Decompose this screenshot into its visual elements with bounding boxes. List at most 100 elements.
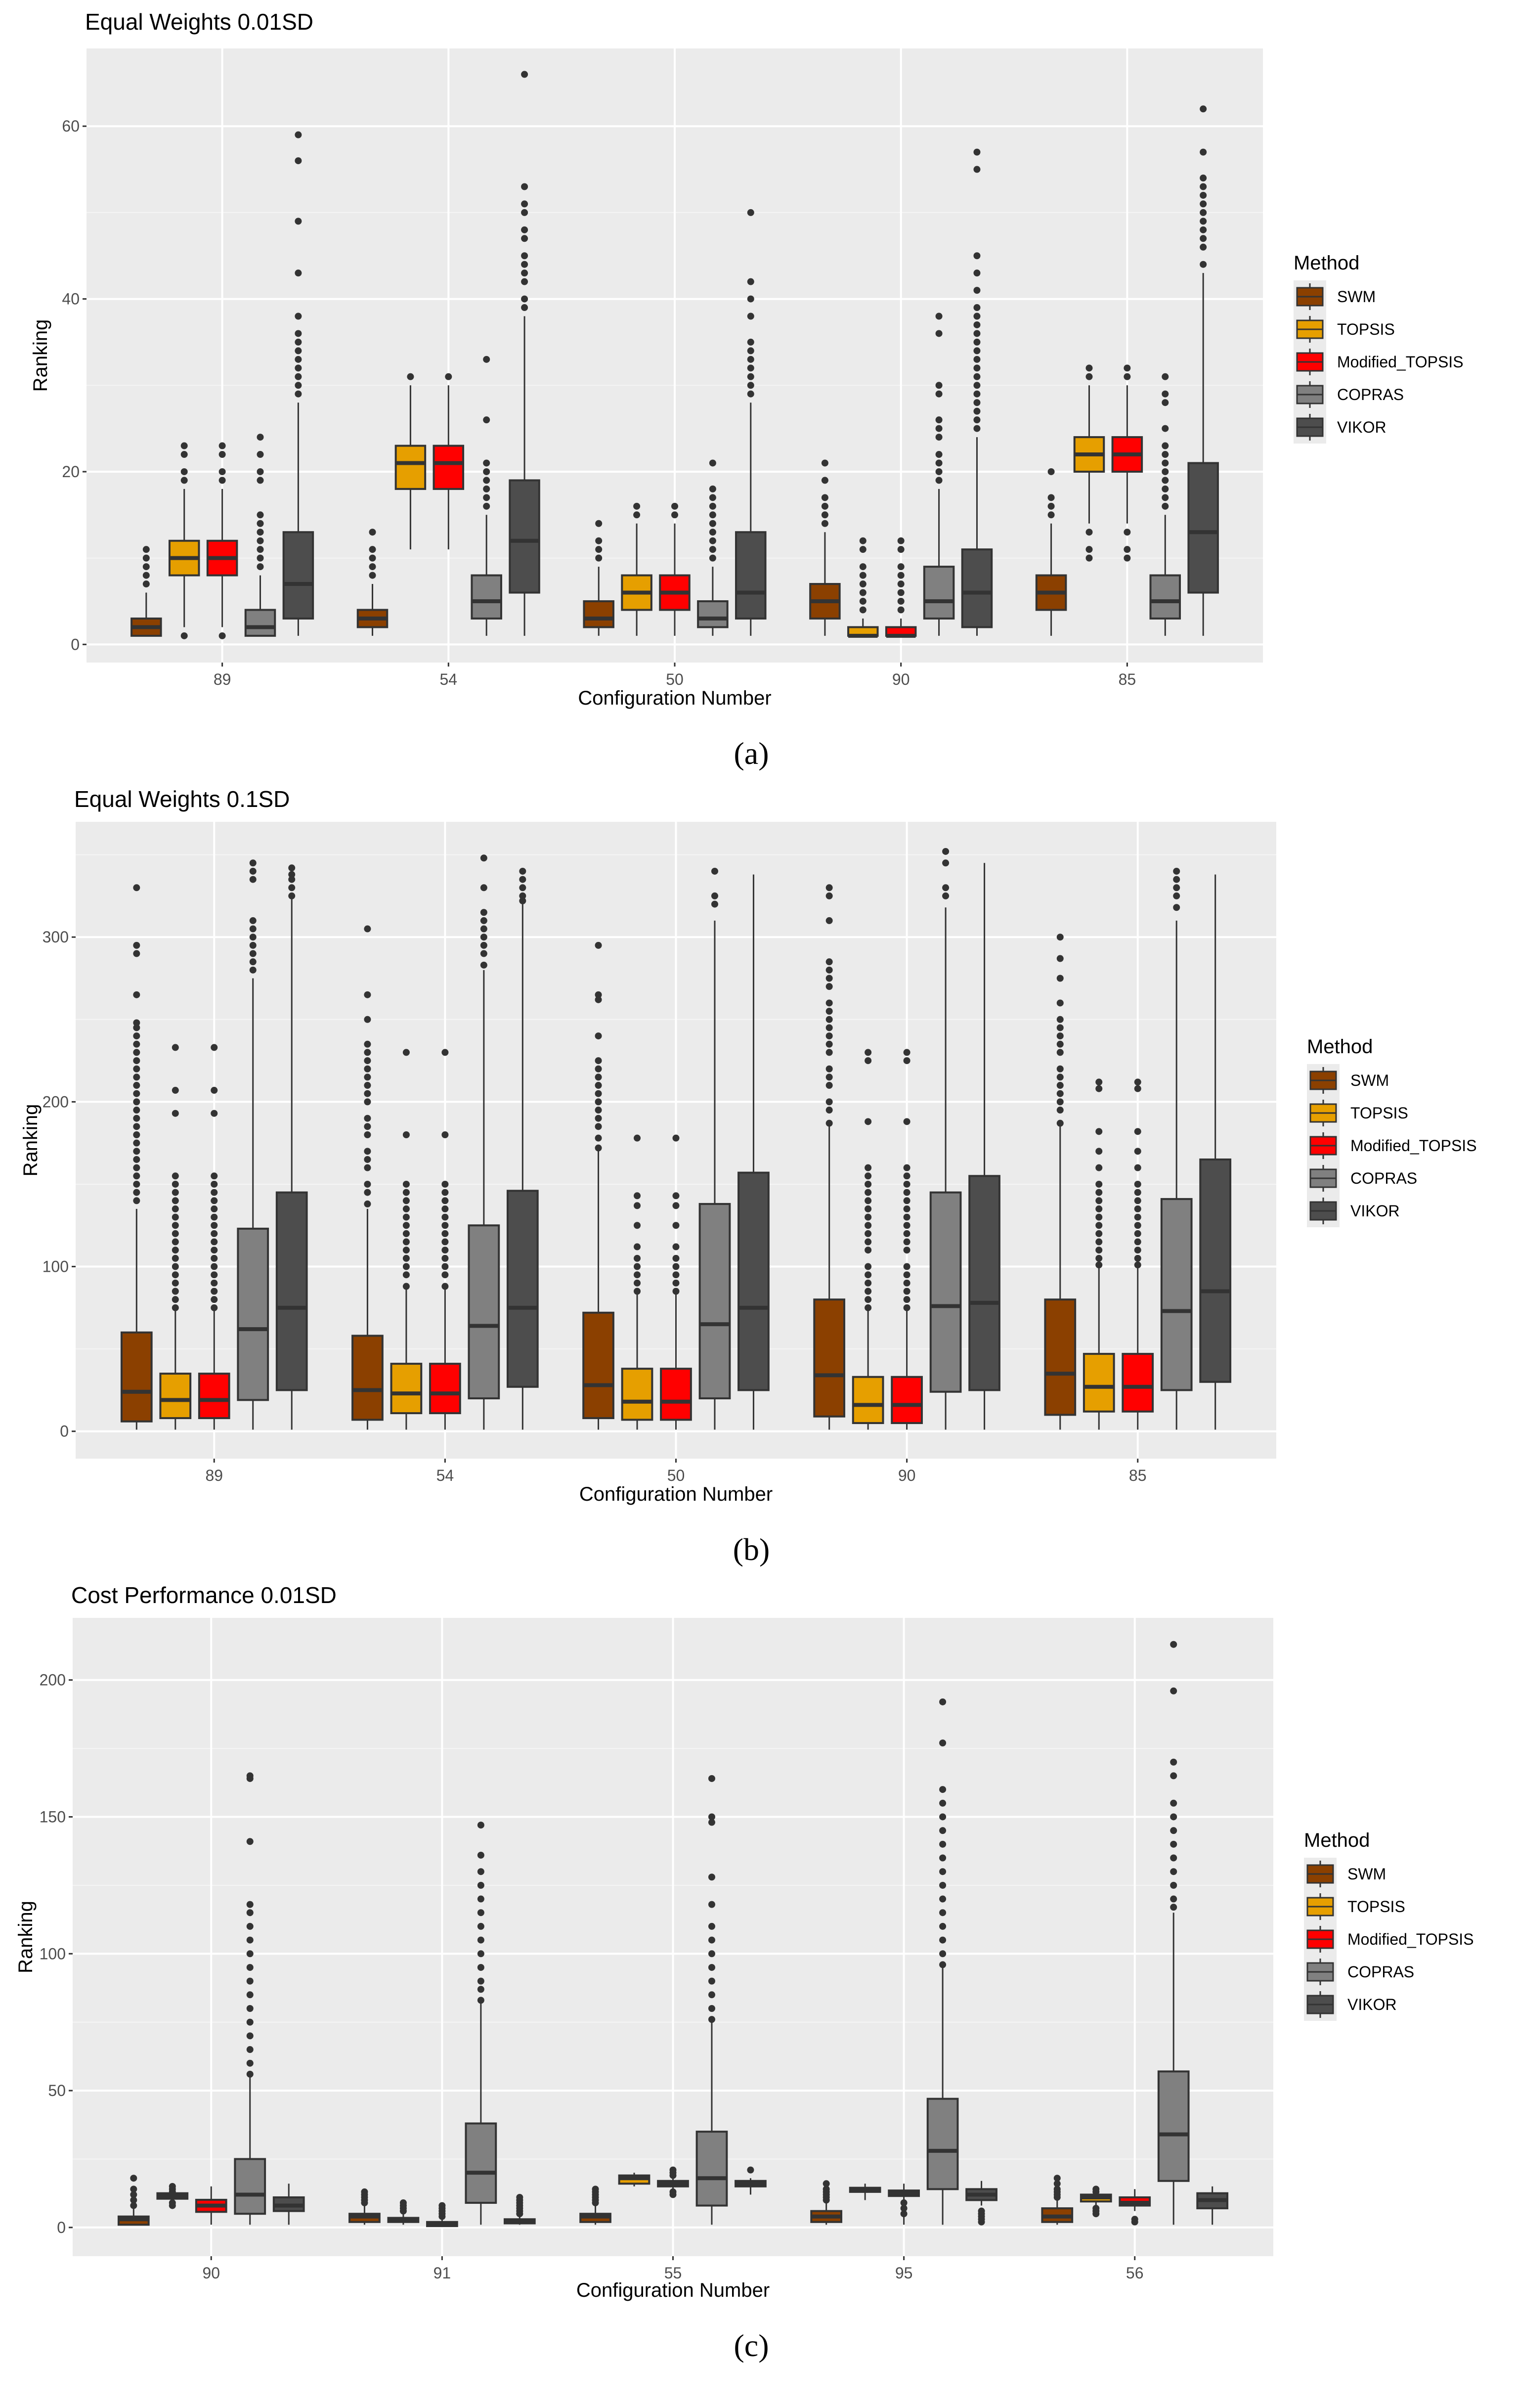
outlier-point [939,1909,947,1917]
outlier-point [1162,442,1169,449]
outlier-point [939,1698,947,1705]
outlier-point [821,511,828,519]
outlier-point [249,934,257,941]
outlier-point [246,2059,254,2067]
outlier-point [211,1172,218,1180]
outlier-point [142,580,150,588]
outlier-point [133,1131,140,1139]
y-tick-label: 50 [48,2082,66,2099]
boxplot-topsis-85 [1083,1078,1115,1430]
outlier-point [672,1271,680,1279]
outlier-point [595,1073,602,1081]
outlier-point [477,1822,484,1829]
outlier-point [973,330,981,337]
box [695,2131,728,2207]
outlier-point [903,1164,910,1171]
outlier-point [671,502,678,510]
outlier-point [672,1192,680,1200]
outlier-point [1134,1164,1141,1171]
outlier-point [1134,1213,1141,1221]
outlier-point [939,1739,947,1746]
outlier-point [211,1189,218,1196]
outlier-point [1200,175,1207,182]
outlier-point [1095,1238,1103,1246]
boxplot-swm-90 [117,2175,150,2226]
outlier-point [903,1230,910,1237]
outlier-point [211,1222,218,1229]
outlier-point [1200,105,1207,113]
outlier-point [369,572,376,579]
outlier-point [477,1986,484,1993]
outlier-point [364,991,371,998]
outlier-point [133,1107,140,1114]
outlier-point [900,2199,908,2207]
outlier-point [634,1254,641,1262]
outlier-point [865,1197,872,1204]
outlier-point [402,1205,410,1212]
outlier-point [973,347,981,355]
outlier-point [133,1164,140,1171]
boxplot-topsis-90 [847,537,879,638]
outlier-point [935,382,943,389]
outlier-point [441,1189,449,1196]
outlier-point [521,183,528,190]
outlier-point [935,451,943,458]
outlier-point [747,347,754,355]
outlier-point [1162,459,1169,467]
outlier-point [1056,1016,1064,1023]
chart-title: Equal Weights 0.01SD [85,9,313,35]
outlier-point [246,1950,254,1958]
y-axis-label: Ranking [30,319,51,392]
outlier-point [865,1222,872,1229]
outlier-point [364,1200,371,1207]
outlier-point [973,321,981,328]
box [433,445,465,490]
outlier-point [477,1950,484,1958]
outlier-point [295,330,302,337]
boxplot-vikor-91 [503,2193,536,2225]
outlier-point [218,442,226,449]
outlier-point [133,1049,140,1056]
outlier-point [133,1197,140,1204]
box [120,1331,153,1423]
boxplot-modified_topsis-89 [206,442,238,639]
legend-item-copras: COPRAS [1296,381,1404,408]
outlier-point [172,1205,179,1212]
legend: Method SWM TOPSIS Modified_TOPSIS COPRAS VIKO… [1304,1829,1474,2021]
outlier-point [1047,468,1055,475]
outlier-point [633,511,641,519]
boxplot-topsis-91 [387,2199,420,2225]
boxplot-modified_topsis-55 [657,2166,689,2198]
outlier-point [595,1144,602,1152]
outlier-point [825,1024,833,1031]
outlier-point [142,546,150,553]
outlier-point [595,1134,602,1142]
outlier-point [441,1238,449,1246]
outlier-point [709,546,716,553]
outlier-point [441,1222,449,1229]
boxplot-vikor-85 [1199,874,1232,1430]
outlier-point [483,494,490,501]
outlier-point [633,502,641,510]
outlier-point [402,1263,410,1270]
outlier-point [402,1180,410,1188]
outlier-point [865,1118,872,1125]
outlier-point [438,2202,446,2209]
legend-label: SWM [1347,1865,1386,1883]
box [923,566,955,620]
x-axis-label: Configuration Number [576,2279,770,2301]
box [926,2097,959,2190]
legend-item-topsis: TOPSIS [1306,1893,1405,1920]
outlier-point [1134,1205,1141,1212]
outlier-point [211,1296,218,1303]
outlier-point [978,2207,985,2215]
outlier-point [246,1922,254,1930]
outlier-point [480,854,487,862]
outlier-point [130,2196,137,2204]
outlier-point [973,148,981,156]
outlier-point [211,1279,218,1287]
outlier-point [1095,1128,1103,1135]
outlier-point [295,364,302,372]
legend-label: VIKOR [1347,1996,1397,2013]
outlier-point [364,1016,371,1023]
